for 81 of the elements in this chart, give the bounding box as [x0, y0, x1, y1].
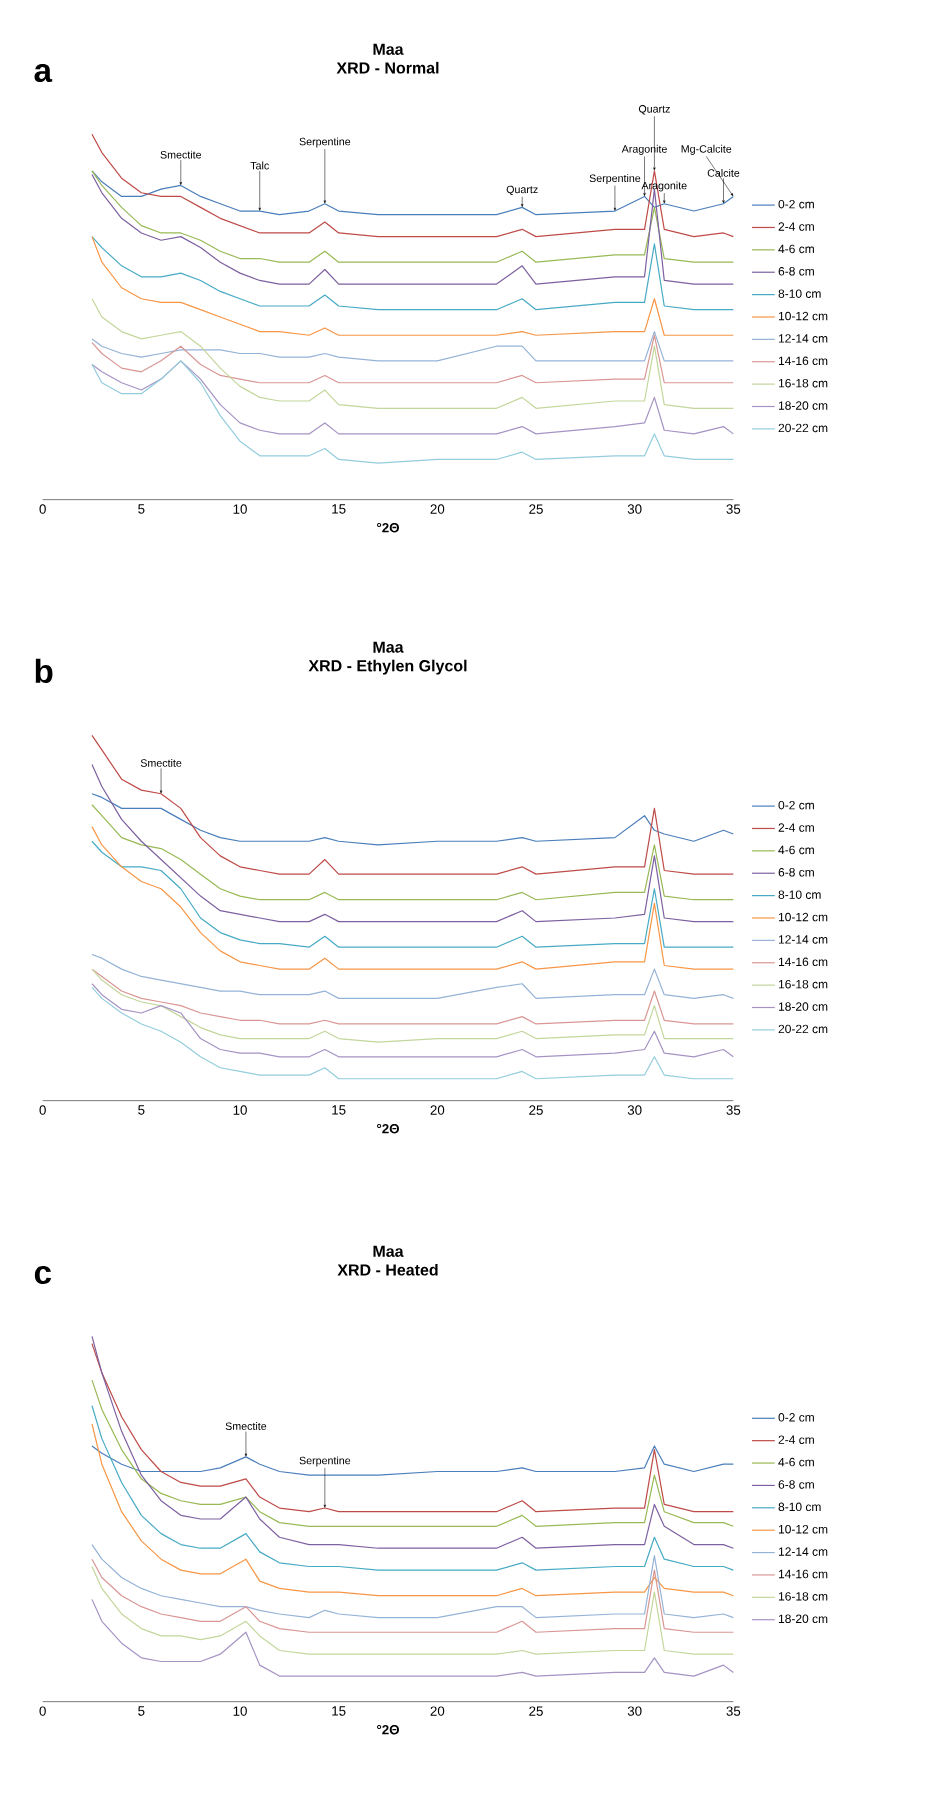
x-tick-label: 5	[138, 1105, 145, 1115]
legend-label: 4-6 cm	[778, 845, 814, 855]
legend-label: 16-18 cm	[778, 378, 828, 388]
x-tick-label: 0	[39, 504, 46, 514]
x-tick-label: 15	[332, 1706, 346, 1716]
legend-label: 14-16 cm	[778, 957, 828, 967]
legend-label: 12-14 cm	[778, 334, 828, 343]
x-tick-label: 10	[233, 504, 247, 514]
legend-label: 10-12 cm	[778, 311, 828, 321]
legend-label: 6-8 cm	[778, 1480, 814, 1489]
x-tick-label: 15	[332, 1105, 346, 1115]
annotation: Aragonite	[641, 181, 687, 192]
text: a	[34, 63, 53, 83]
legend-label: 18-20 cm	[778, 1002, 828, 1011]
legend-label: 18-20 cm	[778, 401, 828, 410]
annotation: Quartz	[506, 185, 538, 196]
legend-label: 18-20 cm	[778, 1614, 828, 1624]
x-tick-label: 25	[529, 504, 543, 514]
x-tick-label: 35	[726, 1706, 741, 1716]
legend-label: 0-2 cm	[778, 800, 814, 810]
x-tick-label: 30	[627, 1706, 642, 1716]
legend-label: 2-4 cm	[778, 823, 814, 832]
legend-label: 2-4 cm	[778, 1435, 814, 1444]
chart-title: Maa	[373, 641, 404, 653]
legend-label: 4-6 cm	[778, 1457, 814, 1467]
x-axis-title: °2Θ	[377, 1123, 399, 1134]
x-tick-label: 30	[627, 1105, 642, 1115]
x-tick-label: 20	[430, 1105, 445, 1115]
text: c	[34, 1265, 52, 1285]
legend-label: 14-16 cm	[778, 356, 828, 366]
x-tick-label: 25	[529, 1706, 543, 1716]
legend-label: 8-10 cm	[778, 289, 821, 298]
legend-label: 12-14 cm	[778, 1547, 828, 1556]
x-tick-label: 0	[39, 1105, 46, 1115]
legend-label: 6-8 cm	[778, 868, 814, 877]
x-tick-label: 20	[430, 1706, 445, 1716]
chart-title: Maa	[373, 43, 404, 55]
legend-label: 8-10 cm	[778, 890, 821, 899]
x-tick-label: 35	[726, 504, 741, 514]
annotation: Calcite	[707, 168, 740, 177]
annotation: Serpentine	[299, 1456, 351, 1467]
legend-label: 2-4 cm	[778, 222, 814, 231]
annotation: Talc	[250, 161, 269, 170]
chart-title: Maa	[373, 1245, 404, 1257]
legend-label: 20-22 cm	[778, 423, 828, 433]
chart-subtitle: XRD - Heated	[337, 1263, 438, 1276]
annotation: Quartz	[638, 105, 670, 115]
x-tick-label: 25	[529, 1105, 543, 1115]
x-tick-label: 5	[138, 1706, 145, 1716]
legend-label: 20-22 cm	[778, 1024, 828, 1034]
legend-label: 0-2 cm	[778, 1413, 814, 1422]
x-tick-label: 0	[39, 1706, 46, 1716]
legend-label: 6-8 cm	[778, 267, 814, 276]
legend-label: 8-10 cm	[778, 1502, 821, 1512]
text: b	[35, 658, 53, 684]
legend-label: 16-18 cm	[778, 979, 828, 989]
x-tick-label: 5	[138, 504, 145, 514]
x-tick-label: 10	[233, 1105, 247, 1115]
x-tick-label: 15	[332, 504, 346, 514]
legend-label: 14-16 cm	[778, 1569, 828, 1579]
x-axis-title: °2Θ	[377, 1724, 399, 1735]
annotation: Aragonite	[621, 144, 667, 155]
x-tick-label: 35	[726, 1105, 741, 1115]
chart-subtitle: XRD - Normal	[336, 61, 439, 74]
annotation: Mg-Calcite	[681, 144, 732, 155]
x-tick-label: 20	[430, 504, 445, 514]
x-tick-label: 30	[627, 504, 642, 514]
legend-label: 16-18 cm	[778, 1592, 828, 1601]
annotation: Smectite	[225, 1422, 267, 1430]
legend-label: 10-12 cm	[778, 1524, 828, 1534]
annotation: Smectite	[160, 150, 202, 159]
annotation: Smectite	[140, 759, 182, 767]
annotation: Serpentine	[589, 174, 641, 185]
annotation: Serpentine	[299, 137, 351, 148]
x-axis-title: °2Θ	[377, 522, 399, 533]
x-tick-label: 10	[233, 1706, 247, 1716]
legend-label: 10-12 cm	[778, 912, 828, 922]
legend-label: 12-14 cm	[778, 935, 828, 944]
legend-label: 4-6 cm	[778, 244, 814, 254]
chart-subtitle: XRD - Ethylen Glycol	[308, 659, 467, 675]
legend-label: 0-2 cm	[778, 199, 814, 209]
